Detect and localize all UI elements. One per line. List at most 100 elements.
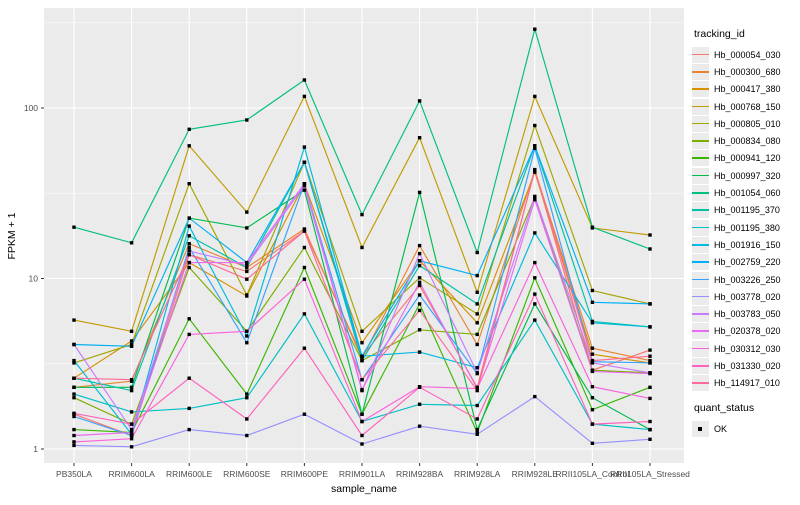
data-point [533, 302, 537, 306]
data-point [475, 332, 479, 337]
legend-item-label: Hb_003226_250 [714, 274, 781, 285]
legend-key [692, 63, 709, 80]
data-point [475, 403, 479, 408]
legend-key [692, 167, 709, 184]
y-tick-label: 100 [24, 103, 38, 113]
data-point [129, 433, 134, 438]
data-point [129, 445, 134, 449]
legend-item-label: Hb_031330_020 [714, 360, 781, 371]
x-tick-label: RRIM600SE [223, 469, 271, 479]
data-point [129, 342, 134, 347]
legend-key [692, 306, 709, 323]
data-point [187, 317, 191, 321]
legend-item-label: Hb_000997_320 [714, 170, 781, 181]
data-point [302, 245, 307, 250]
data-point [72, 318, 76, 322]
data-point [648, 385, 652, 389]
legend-key-line-icon [692, 209, 709, 211]
data-point [72, 443, 76, 448]
data-point [129, 427, 134, 432]
data-point [129, 410, 134, 414]
legend-item-label: Hb_001054_060 [714, 188, 781, 199]
data-point [187, 224, 191, 228]
legend-key-line-icon [692, 278, 709, 281]
data-point [129, 430, 134, 435]
legend-item: Hb_000941_120 [692, 150, 798, 167]
legend-item-label: Hb_000768_150 [714, 101, 781, 112]
data-point [245, 265, 249, 270]
legend-key [692, 323, 709, 340]
data-point [302, 229, 307, 233]
data-point [648, 419, 652, 424]
data-point [360, 358, 364, 363]
legend-item: Hb_020378_020 [692, 323, 798, 340]
data-point [590, 321, 595, 325]
legend-title: tracking_id [694, 28, 745, 40]
data-point [245, 433, 249, 438]
legend-item: Hb_000417_380 [692, 81, 798, 98]
data-point [245, 392, 249, 396]
data-point [533, 27, 537, 31]
data-point [590, 369, 595, 374]
data-point [533, 292, 537, 296]
data-point [533, 276, 537, 280]
data-point [360, 378, 364, 382]
data-point [533, 146, 537, 150]
legend-item-label: Hb_000417_380 [714, 84, 781, 95]
data-point [187, 249, 191, 253]
data-point [72, 414, 76, 419]
data-point [360, 329, 364, 333]
data-point [245, 118, 249, 122]
data-point [475, 312, 479, 316]
legend-key [692, 115, 709, 132]
legend-item-label: Hb_020378_020 [714, 326, 781, 337]
data-point [590, 346, 595, 350]
legend-item: Hb_003778_020 [692, 288, 798, 305]
data-point [475, 386, 479, 391]
data-point [417, 136, 422, 140]
x-tick-label: RRII105LA_Stressed [610, 469, 690, 479]
legend-item: Hb_030312_030 [692, 340, 798, 357]
data-point [72, 392, 76, 396]
legend-key-line-icon [692, 70, 709, 73]
legend-key-line-icon [692, 261, 709, 263]
legend-key-line-icon [692, 330, 709, 332]
data-point [417, 99, 422, 103]
legend-item: Hb_000768_150 [692, 98, 798, 115]
data-point [533, 94, 537, 99]
data-point [360, 356, 364, 361]
legend-item: OK [692, 420, 798, 437]
legend-key [692, 150, 709, 167]
data-point [648, 354, 652, 358]
data-point [245, 277, 249, 281]
legend-item: Hb_031330_020 [692, 357, 798, 374]
data-point [302, 227, 307, 231]
data-point [360, 433, 364, 438]
data-point [417, 402, 422, 406]
x-tick-label: RRIM600PE [281, 469, 329, 479]
legend-item-label: Hb_114917_010 [714, 378, 780, 389]
axis-ticks [41, 107, 651, 466]
data-point [302, 160, 307, 164]
data-point [187, 216, 191, 220]
data-point [302, 145, 307, 149]
data-point [245, 269, 249, 274]
legend-key [692, 98, 709, 115]
data-point [187, 242, 191, 246]
x-tick-label: RRIM600LE [166, 469, 213, 479]
data-point [302, 188, 307, 192]
quant-ok-key [692, 420, 709, 437]
data-point [302, 94, 307, 99]
data-point [417, 259, 422, 263]
legend-key [692, 236, 709, 253]
legend-item: Hb_114917_010 [692, 375, 798, 392]
data-point [417, 308, 422, 313]
data-point [72, 440, 76, 444]
data-point [245, 334, 249, 338]
data-point [129, 388, 134, 393]
data-point [475, 417, 479, 421]
legend-key [692, 288, 709, 305]
data-point [360, 245, 364, 250]
data-point [360, 387, 364, 392]
legend-key-line-icon [692, 140, 709, 142]
